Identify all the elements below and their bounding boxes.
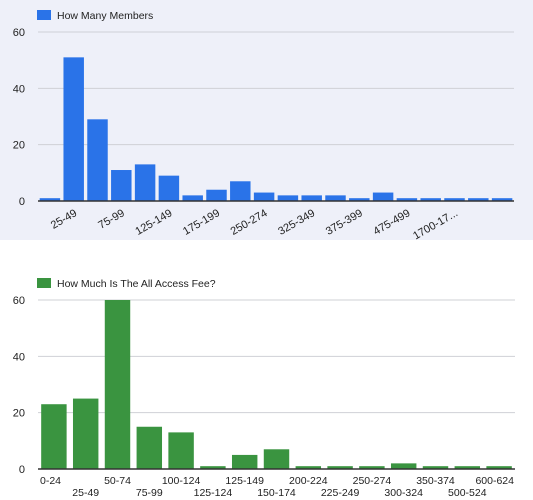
bar xyxy=(420,198,441,201)
legend-swatch xyxy=(37,278,51,288)
bar xyxy=(230,181,251,201)
y-tick-label: 0 xyxy=(19,464,25,476)
bar xyxy=(349,198,370,201)
bar xyxy=(168,432,194,469)
bar xyxy=(63,57,84,201)
x-tick-label: 75-99 xyxy=(96,207,126,231)
bar xyxy=(468,198,489,201)
x-tick-label: 250-274 xyxy=(353,475,392,487)
bar xyxy=(359,466,385,469)
legend-label: How Many Members xyxy=(57,10,153,22)
bar xyxy=(372,192,394,201)
bar xyxy=(206,189,227,201)
x-tick-label: 250-274 xyxy=(229,207,270,238)
members-bar-chart: How Many Members 0 20 40 60 25-49 75-99 125-149… xyxy=(13,10,514,240)
x-tick-label: 100-124 xyxy=(162,475,201,487)
bar xyxy=(231,454,258,469)
x-tick-label: 375-399 xyxy=(324,207,365,238)
bar xyxy=(295,466,322,469)
x-tick-label: 125-124 xyxy=(194,487,233,499)
fee-bar-chart: How Much Is The All Access Fee?02040600-… xyxy=(13,278,515,499)
bar xyxy=(277,195,299,201)
fee-chart-panel: How Much Is The All Access Fee? 0 20 40 60 0-… xyxy=(0,240,533,500)
x-tick-label: 150-174 xyxy=(257,487,296,499)
x-tick-label: 25-49 xyxy=(72,487,99,499)
y-tick-label: 0 xyxy=(19,196,25,208)
bar xyxy=(327,466,353,469)
x-tick-label: 200-224 xyxy=(289,475,328,487)
bar xyxy=(72,398,99,469)
bar xyxy=(182,195,203,201)
x-tick-label: 50-74 xyxy=(104,475,131,487)
bar xyxy=(158,175,180,201)
y-tick-label: 20 xyxy=(13,140,25,152)
bar xyxy=(263,449,290,469)
bar xyxy=(454,466,481,469)
x-tick-label: 175-199 xyxy=(181,207,222,238)
x-tick-label: 125-149 xyxy=(133,207,174,238)
x-tick-label: 475-499 xyxy=(371,207,412,238)
x-tick-label: 600-624 xyxy=(475,475,514,487)
x-tick-label: 0-24 xyxy=(40,475,61,487)
bar xyxy=(104,300,131,469)
bar xyxy=(486,466,512,469)
y-tick-label: 40 xyxy=(13,351,25,363)
x-tick-label: 1700-17... xyxy=(411,207,460,240)
members-chart-panel: How Many Members 0 20 40 60 25-49 75-99 125-149… xyxy=(0,0,533,240)
y-tick-label: 40 xyxy=(13,83,25,95)
bar xyxy=(301,195,322,201)
bar xyxy=(134,164,156,201)
legend-label: How Much Is The All Access Fee? xyxy=(57,278,216,290)
y-tick-label: 60 xyxy=(13,27,25,39)
x-tick-label: 25-49 xyxy=(49,207,79,231)
x-tick-label: 325-349 xyxy=(276,207,317,238)
bar xyxy=(444,198,465,201)
x-tick-label: 300-324 xyxy=(384,487,423,499)
bar xyxy=(41,404,67,469)
bar xyxy=(87,119,108,201)
bar xyxy=(390,463,417,469)
y-tick-label: 20 xyxy=(13,408,25,420)
bar xyxy=(253,192,275,201)
x-tick-label: 225-249 xyxy=(321,487,360,499)
bar xyxy=(200,466,226,469)
bar xyxy=(325,195,346,201)
bar xyxy=(111,170,132,201)
bar xyxy=(491,198,513,201)
x-tick-label: 350-374 xyxy=(416,475,455,487)
legend-swatch xyxy=(37,10,51,20)
x-tick-label: 75-99 xyxy=(136,487,163,499)
x-tick-label: 125-149 xyxy=(225,475,264,487)
bar xyxy=(422,466,449,469)
y-tick-label: 60 xyxy=(13,295,25,307)
bar xyxy=(39,198,61,201)
x-tick-label: 500-524 xyxy=(448,487,487,499)
bar xyxy=(136,426,163,469)
bar xyxy=(396,198,418,201)
